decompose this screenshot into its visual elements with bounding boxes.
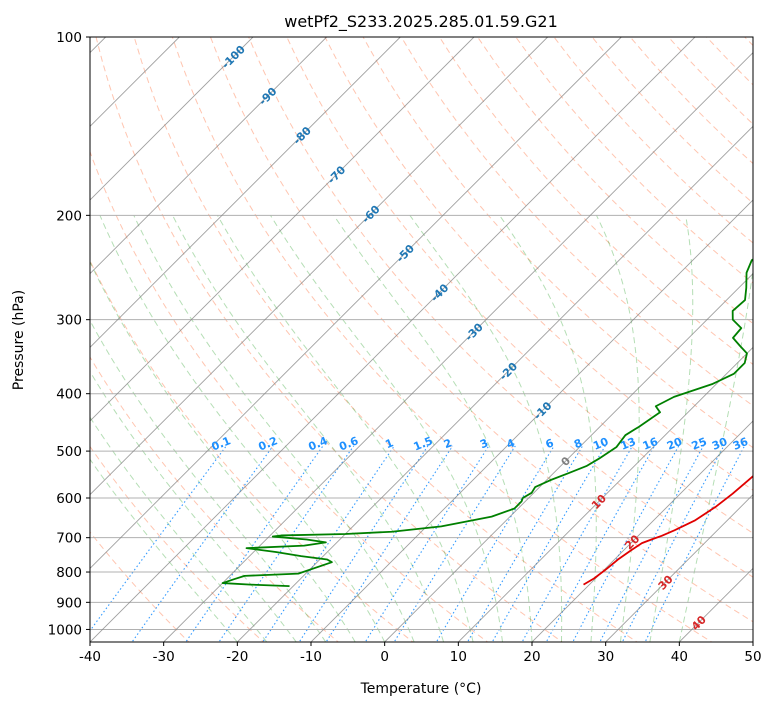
x-tick-label: 10	[450, 649, 467, 665]
x-tick-label: 20	[523, 649, 540, 665]
mixing-ratio-line	[218, 445, 355, 642]
moist-adiabat-line	[499, 215, 597, 642]
isotherm-line	[90, 37, 696, 642]
isotherm-line	[605, 494, 753, 642]
mixing-ratio-line	[572, 445, 680, 642]
dry-adiabat-line	[90, 259, 414, 642]
mixing-ratio-label: 20	[665, 435, 684, 453]
isotherm-line	[384, 273, 753, 642]
isotherm-line	[90, 37, 475, 422]
y-tick-label: 400	[56, 387, 82, 403]
moist-adiabat-line	[270, 215, 504, 642]
isotherm-line	[90, 37, 327, 275]
dry-adiabat-line	[477, 37, 753, 325]
x-tick-label: -10	[300, 649, 322, 665]
isotherm-line	[90, 37, 254, 201]
profile-lines	[221, 258, 753, 588]
dry-adiabat-line	[362, 37, 753, 449]
y-tick-label: 1000	[48, 622, 82, 638]
mixing-ratio-line	[262, 445, 395, 642]
moist-adiabat-line	[90, 319, 327, 642]
y-tick-label: 700	[56, 531, 82, 547]
moist-adiabat-line	[596, 215, 640, 642]
x-tick-label: 40	[671, 649, 688, 665]
moist-adiabat-line	[172, 215, 445, 642]
plot-area: -100-90-80-70-60-50-40-30-20-10010203040…	[90, 37, 753, 642]
moist-adiabat-line	[90, 458, 238, 642]
mixing-ratio-label: 3	[478, 436, 490, 451]
y-axis-label: Pressure (hPa)	[11, 290, 27, 390]
dry-adiabat-line	[324, 37, 753, 491]
y-tick-label: 300	[56, 313, 82, 329]
isotherm-line	[458, 346, 753, 642]
moist-adiabat-line	[99, 215, 386, 642]
moist-adiabat-line	[90, 370, 297, 642]
mixing-ratio-line	[364, 445, 490, 642]
mixing-ratio-line	[599, 445, 704, 642]
x-tick-label: -20	[226, 649, 248, 665]
isotherm-line	[90, 37, 622, 569]
dewpoint-profile	[221, 258, 753, 588]
mixing-ratio-line	[185, 445, 324, 642]
y-tick-label: 900	[56, 595, 82, 611]
x-tick-label: 30	[597, 649, 614, 665]
dry-adiabat-line	[400, 37, 753, 407]
isotherm-line	[90, 37, 548, 496]
y-tick-label: 200	[56, 208, 82, 224]
chart-title: wetPf2_S233.2025.285.01.59.G21	[284, 12, 558, 32]
mixing-ratio-label: 8	[572, 436, 584, 451]
temperature-profile	[583, 474, 753, 586]
mixing-ratio-line	[393, 445, 516, 642]
isotherm-line	[531, 420, 753, 642]
isotherm-line	[163, 52, 753, 642]
isotherm-line	[90, 37, 401, 348]
mixing-ratio-label: 30	[710, 435, 729, 453]
moist-adiabat-line	[678, 265, 753, 642]
x-tick-label: 50	[744, 649, 761, 665]
mixing-ratio-line	[325, 445, 454, 642]
mixing-ratio-line	[298, 445, 429, 642]
y-tick-label: 600	[56, 491, 82, 507]
dry-adiabat-line	[439, 37, 753, 366]
mixing-ratio-label: 13	[619, 435, 638, 453]
moist-adiabat-line	[90, 416, 268, 642]
mixing-ratio-label: 10	[591, 435, 610, 453]
mixing-ratio-label: 36	[731, 435, 750, 453]
x-axis-label: Temperature (°C)	[360, 681, 482, 697]
skewed-isotherms	[90, 37, 753, 642]
dry-adiabat-line	[286, 37, 753, 534]
mixing-ratio-line	[466, 445, 584, 642]
isotherm-line	[310, 199, 753, 642]
moist-adiabat-line	[409, 215, 563, 642]
mixing-ratio-label: 1	[383, 436, 395, 451]
y-axis-ticks: 100 200 300 400 500 600 700 800 900 1000	[48, 30, 90, 638]
mixing-ratio-label: 2	[442, 436, 454, 451]
y-tick-label: 100	[56, 30, 82, 46]
x-tick-label: 0	[380, 649, 389, 665]
moist-adiabat-line	[217, 215, 474, 642]
moist-adiabat-line	[90, 260, 356, 642]
x-tick-label: -30	[153, 649, 175, 665]
moist-adiabat-line	[133, 215, 415, 642]
moist-adiabat-line	[649, 215, 694, 642]
isobar-gridlines	[90, 214, 753, 630]
dry-adiabat-line	[248, 37, 753, 578]
plot-frame	[89, 36, 754, 643]
y-tick-label: 800	[56, 565, 82, 581]
y-tick-label: 500	[56, 444, 82, 460]
x-axis-ticks: -40 -30 -20 -10 0 10 20 30 40 50	[79, 642, 762, 665]
isotherm-line	[237, 125, 753, 642]
moist-adiabats	[90, 215, 753, 642]
x-tick-label: -40	[79, 649, 101, 665]
mixing-ratio-label: 25	[690, 435, 709, 453]
mixing-ratio-label: 16	[641, 435, 660, 453]
